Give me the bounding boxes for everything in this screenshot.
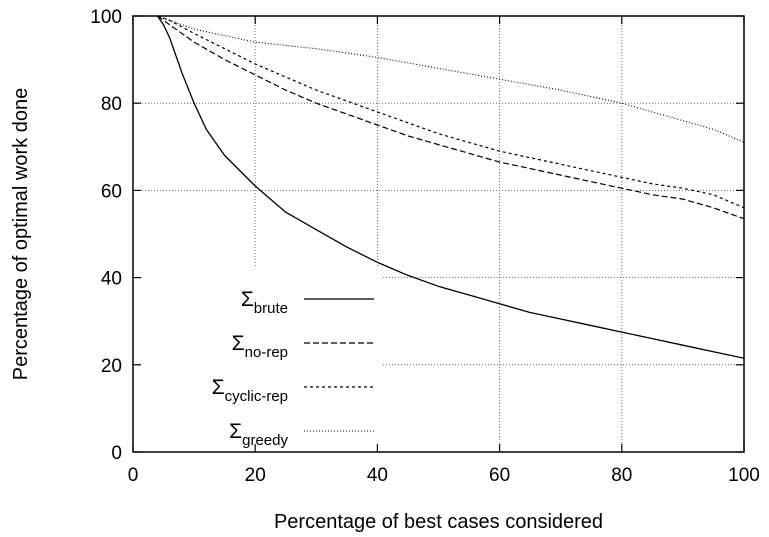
- series-layer: [156, 15, 745, 359]
- plot-frame: [132, 15, 745, 453]
- legend-label-cyclic-rep: Σcyclic-rep: [212, 376, 288, 405]
- y-tick-label: 80: [101, 94, 122, 115]
- x-tick-label: 0: [128, 465, 139, 486]
- series-line-greedy: [157, 15, 745, 143]
- y-tick-label: 60: [101, 181, 122, 202]
- axis-ticks: 0 20 40 60 80 100 0 20 40 60 80 100: [90, 7, 760, 486]
- x-tick-label: 100: [728, 465, 760, 486]
- x-tick-label: 60: [489, 465, 510, 486]
- legend-label-greedy: Σgreedy: [229, 420, 288, 449]
- legend-label-brute: Σbrute: [241, 288, 288, 317]
- y-tick-label: 40: [101, 269, 122, 290]
- y-tick-label: 100: [90, 7, 122, 28]
- series-line-cyclic-rep: [157, 15, 745, 209]
- y-axis-label: Percentage of optimal work done: [10, 88, 32, 380]
- x-axis-label: Percentage of best cases considered: [274, 511, 603, 533]
- series-line-no-rep: [157, 15, 745, 220]
- x-tick-label: 80: [611, 465, 632, 486]
- grid-lines: [133, 16, 744, 452]
- x-tick-label: 40: [367, 465, 388, 486]
- x-tick-label: 20: [245, 465, 266, 486]
- y-tick-label: 0: [111, 443, 122, 464]
- y-tick-label: 20: [101, 356, 122, 377]
- legend-label-no-rep: Σno-rep: [232, 332, 288, 361]
- series-line-brute: [156, 15, 745, 359]
- legend: Σbrute Σno-rep Σcyclic-rep Σgreedy: [212, 288, 374, 449]
